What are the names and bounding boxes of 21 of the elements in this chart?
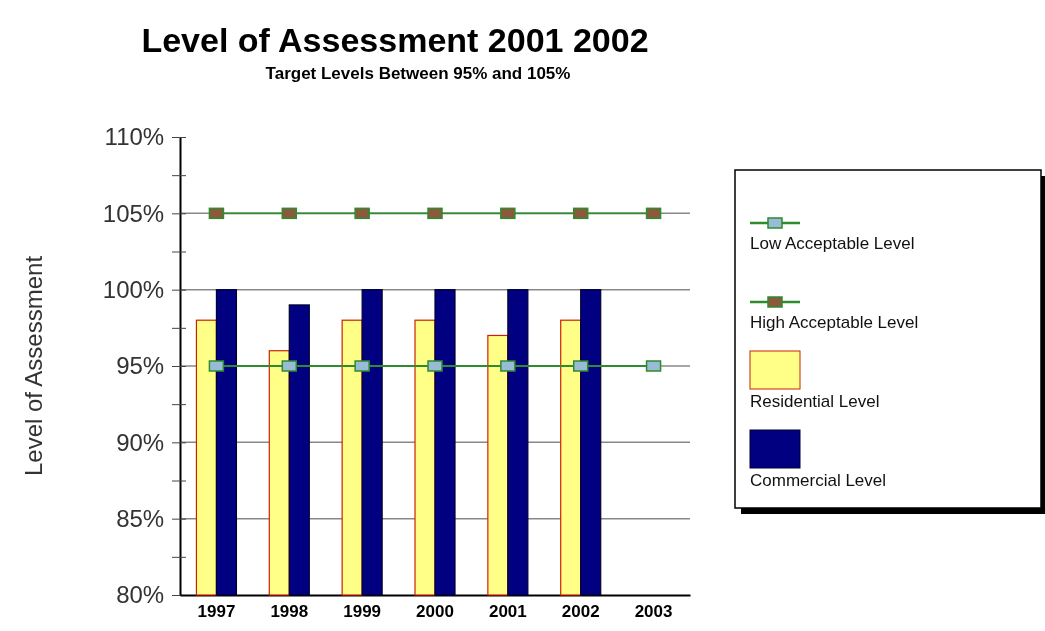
- x-tick-label: 1997: [197, 601, 236, 621]
- legend-label: Residential Level: [750, 392, 880, 411]
- chart-subtitle: Target Levels Between 95% and 105%: [265, 64, 571, 83]
- x-tick-label: 2001: [488, 601, 527, 621]
- y-tick-label: 90%: [116, 428, 165, 456]
- x-tick-label: 2000: [416, 601, 454, 621]
- x-tick-label: 1998: [270, 601, 309, 621]
- y-tick-label: 100%: [102, 275, 165, 303]
- y-tick-label: 85%: [116, 504, 165, 532]
- x-tick-label: 1999: [343, 601, 382, 621]
- legend-label: Low Acceptable Level: [750, 234, 915, 253]
- chart-title: Level of Assessment 2001 2002: [141, 21, 649, 59]
- y-axis-title: Level of Assessment: [20, 255, 47, 477]
- x-tick-label: 2002: [561, 601, 600, 621]
- legend-label: High Acceptable Level: [750, 313, 919, 332]
- y-tick-label: 95%: [116, 352, 165, 380]
- y-tick-label: 80%: [116, 581, 165, 609]
- legend-label: Commercial Level: [750, 471, 887, 490]
- y-tick-label: 110%: [104, 123, 165, 151]
- x-tick-label: 2003: [634, 601, 673, 621]
- y-tick-label: 105%: [102, 199, 165, 227]
